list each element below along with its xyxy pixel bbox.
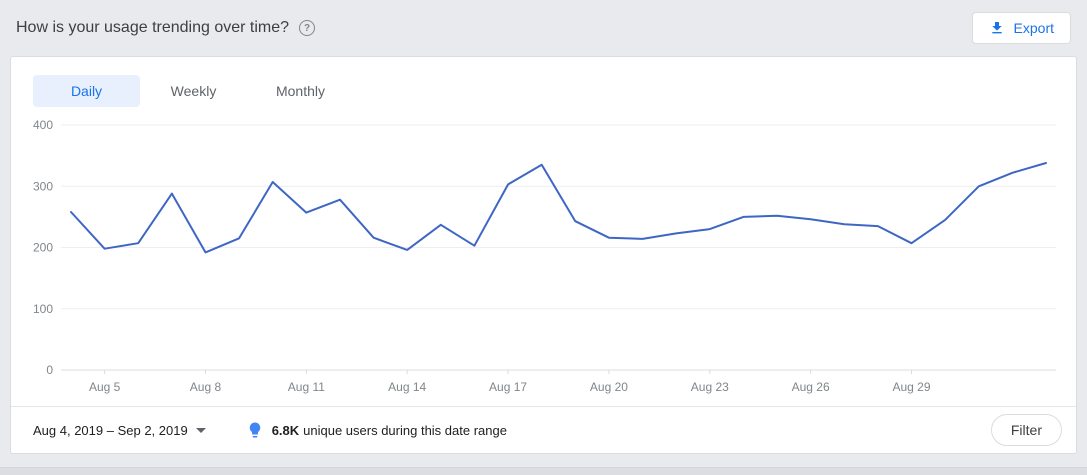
svg-text:Aug 14: Aug 14	[388, 380, 426, 394]
date-range-selector[interactable]: Aug 4, 2019 – Sep 2, 2019	[33, 423, 206, 438]
insight-text: 6.8K unique users during this date range	[272, 423, 507, 438]
svg-text:Aug 8: Aug 8	[190, 380, 222, 394]
page-header: How is your usage trending over time? ? …	[0, 0, 1087, 56]
svg-text:Aug 20: Aug 20	[590, 380, 628, 394]
card-top: Daily Weekly Monthly	[11, 57, 1076, 107]
lightbulb-icon	[249, 422, 260, 438]
tab-daily[interactable]: Daily	[33, 75, 140, 107]
page-title: How is your usage trending over time?	[16, 19, 290, 36]
svg-text:Aug 23: Aug 23	[691, 380, 729, 394]
svg-text:Aug 26: Aug 26	[792, 380, 830, 394]
tab-monthly[interactable]: Monthly	[275, 83, 326, 99]
export-button[interactable]: Export	[971, 12, 1071, 44]
chevron-down-icon	[195, 427, 206, 433]
svg-text:Aug 5: Aug 5	[89, 380, 121, 394]
download-icon	[991, 22, 1002, 34]
insight-description: unique users during this date range	[303, 422, 507, 438]
tab-weekly[interactable]: Weekly	[170, 83, 217, 99]
export-button-label: Export	[1013, 20, 1054, 36]
svg-text:200: 200	[33, 241, 53, 255]
card-footer: Aug 4, 2019 – Sep 2, 2019 6.8K unique use…	[11, 406, 1076, 453]
svg-text:300: 300	[33, 179, 53, 193]
next-card-edge	[0, 467, 1087, 475]
insight-group: 6.8K unique users during this date range	[246, 421, 507, 439]
filter-button[interactable]: Filter	[990, 414, 1062, 446]
title-wrap: How is your usage trending over time? ?	[16, 19, 316, 37]
help-icon[interactable]: ?	[299, 20, 316, 36]
insight-value: 6.8K	[271, 422, 300, 438]
svg-text:0: 0	[46, 363, 53, 377]
svg-text:100: 100	[33, 302, 53, 316]
svg-text:Aug 17: Aug 17	[489, 380, 527, 394]
svg-text:400: 400	[33, 118, 53, 132]
svg-text:Aug 11: Aug 11	[288, 380, 325, 394]
usage-line-chart[interactable]: 0 100 200 300 400 Aug 5 Aug 8 Aug 11 Aug 14 Aug 1…	[23, 111, 1064, 406]
usage-trend-card: Daily Weekly Monthly 0 100 200 300 400 Aug 5 A…	[10, 56, 1077, 454]
svg-text:Aug 29: Aug 29	[892, 380, 930, 394]
date-range-label: Aug 4, 2019 – Sep 2, 2019	[33, 422, 188, 438]
granularity-tabs: Daily Weekly Monthly	[33, 75, 1054, 107]
